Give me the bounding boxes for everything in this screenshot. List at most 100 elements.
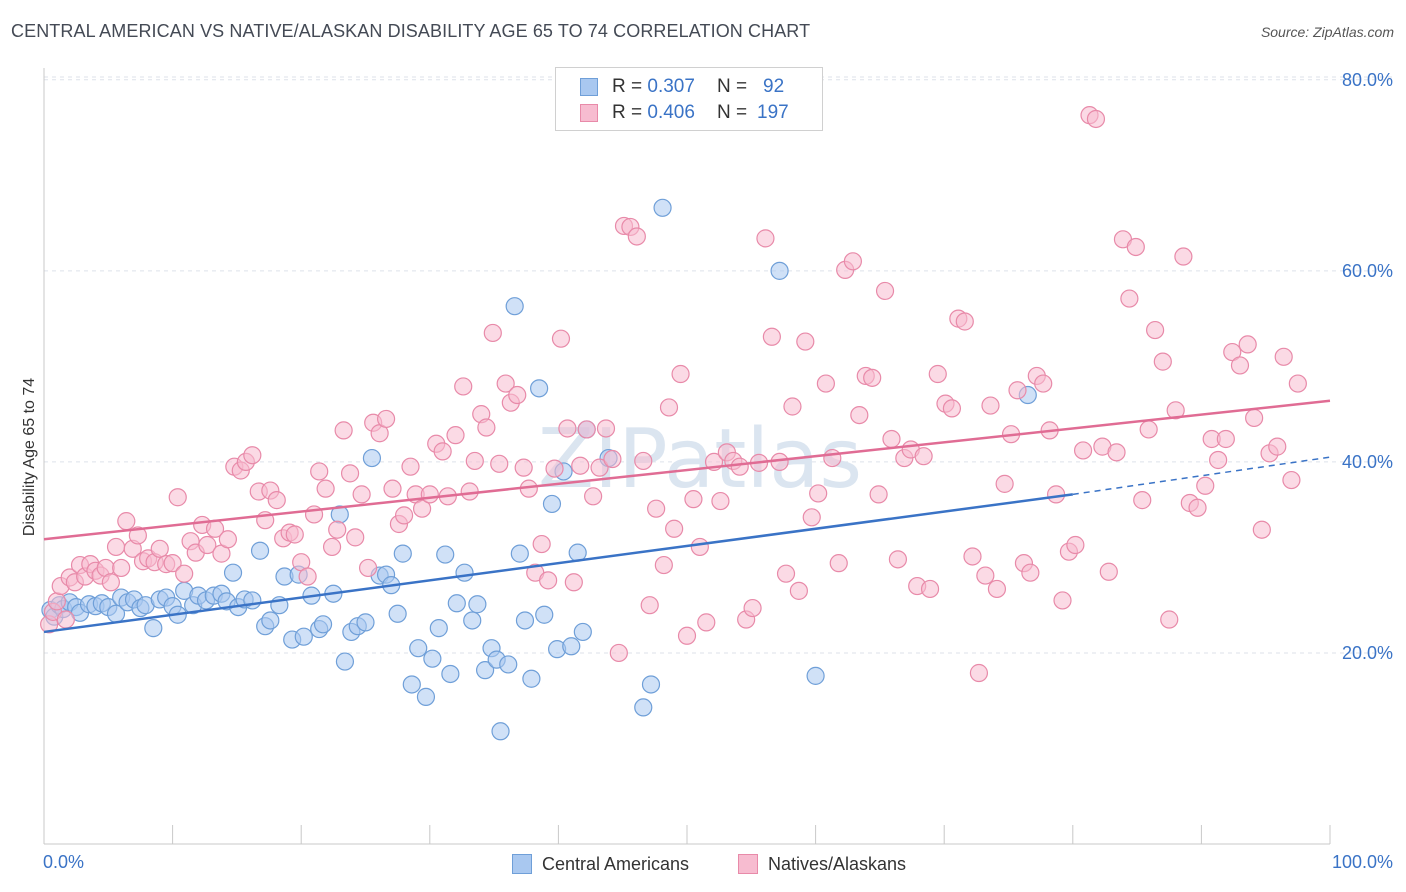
data-point-natives-alaskans [1133, 491, 1152, 510]
legend-r-value: 0.406 [647, 102, 695, 123]
bottom-legend-swatch-blue [512, 854, 532, 874]
data-point-natives-alaskans [175, 564, 194, 583]
data-point-natives-alaskans [783, 397, 802, 416]
data-point-natives-alaskans [1146, 320, 1165, 340]
data-point-natives-alaskans [1126, 237, 1145, 257]
data-point-natives-alaskans [1166, 401, 1185, 420]
data-point-natives-alaskans [1245, 408, 1264, 428]
data-point-central-americans [313, 615, 333, 634]
data-point-natives-alaskans [654, 555, 673, 575]
grid-lines [44, 76, 1393, 654]
trend-lines [43, 399, 1331, 634]
data-point-natives-alaskans [796, 332, 815, 351]
data-point-natives-alaskans [888, 550, 908, 569]
data-point-central-americans [463, 611, 482, 630]
data-point-natives-alaskans [882, 429, 901, 449]
data-point-natives-alaskans [101, 573, 120, 592]
data-point-central-americans [641, 675, 661, 694]
data-point-natives-alaskans [671, 364, 690, 384]
data-point-natives-alaskans [776, 564, 796, 583]
data-point-natives-alaskans [843, 252, 862, 271]
data-point-natives-alaskans [756, 229, 775, 248]
data-point-natives-alaskans [1238, 335, 1257, 354]
data-point-central-americans [806, 666, 825, 685]
correlation-legend: R = 0.307 N = 92 R = 0.406 N = 197 [555, 67, 823, 131]
data-point-natives-alaskans [697, 613, 716, 632]
data-point-natives-alaskans [316, 479, 335, 498]
data-point-natives-alaskans [647, 499, 666, 518]
data-point-central-americans [510, 544, 529, 563]
data-point-central-americans [356, 613, 375, 632]
data-point-natives-alaskans [1107, 443, 1126, 462]
data-point-central-americans [475, 661, 495, 680]
data-point-natives-alaskans [875, 281, 895, 301]
bottom-legend-label: Natives/Alaskans [768, 853, 907, 874]
bottom-legend-swatch-pink [738, 854, 758, 874]
data-point-natives-alaskans [743, 598, 762, 618]
data-point-central-americans [455, 563, 474, 582]
data-point-natives-alaskans [634, 451, 653, 471]
data-point-natives-alaskans [584, 487, 603, 506]
data-point-central-americans [535, 605, 554, 624]
data-point-natives-alaskans [47, 592, 66, 611]
legend-n-label: N = [716, 102, 748, 123]
data-point-natives-alaskans [1196, 476, 1215, 495]
data-point-central-americans [515, 611, 535, 630]
data-point-natives-alaskans [106, 537, 126, 557]
data-point-natives-alaskans [1008, 381, 1027, 400]
data-point-natives-alaskans [942, 399, 962, 418]
data-point-natives-alaskans [802, 508, 821, 527]
data-point-natives-alaskans [358, 558, 378, 578]
data-point-natives-alaskans [1066, 535, 1085, 555]
data-point-natives-alaskans [711, 491, 730, 511]
data-point-natives-alaskans [590, 458, 609, 477]
data-point-natives-alaskans [243, 446, 262, 465]
data-point-natives-alaskans [1174, 247, 1193, 266]
data-point-central-americans [294, 627, 313, 646]
data-point-natives-alaskans [490, 454, 509, 473]
legend-row-natives-alaskans: R = 0.406 N = 197 [580, 101, 789, 125]
data-point-natives-alaskans [383, 479, 402, 498]
data-point-central-americans [562, 637, 581, 656]
data-point-natives-alaskans [665, 519, 684, 538]
data-point-natives-alaskans [514, 458, 533, 477]
data-point-central-americans [144, 619, 163, 638]
data-point-natives-alaskans [198, 535, 217, 555]
legend-row-central-americans: R = 0.307 N = 92 [580, 75, 784, 99]
data-point-natives-alaskans [1053, 591, 1072, 610]
data-point-natives-alaskans [539, 571, 558, 590]
bottom-legend-central-americans: Central Americans [512, 851, 689, 877]
data-point-natives-alaskans [558, 419, 577, 438]
data-point-natives-alaskans [816, 374, 835, 393]
data-point-natives-alaskans [976, 566, 995, 585]
data-point-central-americans [505, 297, 524, 316]
data-point-natives-alaskans [981, 396, 1000, 415]
data-point-natives-alaskans [328, 520, 347, 539]
data-point-central-americans [223, 563, 243, 582]
data-point-natives-alaskans [433, 442, 452, 461]
data-point-natives-alaskans [150, 539, 169, 558]
legend-r-label: R = [612, 102, 643, 123]
data-point-natives-alaskans [298, 567, 317, 586]
data-point-natives-alaskans [762, 327, 781, 346]
data-point-natives-alaskans [928, 364, 947, 384]
data-point-central-americans [261, 611, 280, 630]
chart-title: CENTRAL AMERICAN VS NATIVE/ALASKAN DISAB… [11, 21, 811, 41]
data-point-natives-alaskans [1188, 498, 1207, 517]
y-tick-label: 20.0% [1342, 643, 1393, 663]
data-point-natives-alaskans [850, 405, 869, 425]
data-point-natives-alaskans [564, 573, 583, 592]
data-point-natives-alaskans [1120, 289, 1139, 308]
data-point-central-americans [770, 261, 789, 280]
axes [43, 68, 1331, 845]
x-tick-label-max: 100.0% [1331, 852, 1393, 872]
data-point-natives-alaskans [914, 447, 933, 466]
data-point-natives-alaskans [117, 512, 136, 531]
data-point-natives-alaskans [1282, 470, 1301, 490]
data-point-natives-alaskans [955, 312, 974, 331]
data-point-central-americans [429, 619, 448, 638]
data-point-natives-alaskans [995, 474, 1014, 493]
data-point-natives-alaskans [545, 459, 564, 478]
data-point-natives-alaskans [508, 385, 527, 405]
